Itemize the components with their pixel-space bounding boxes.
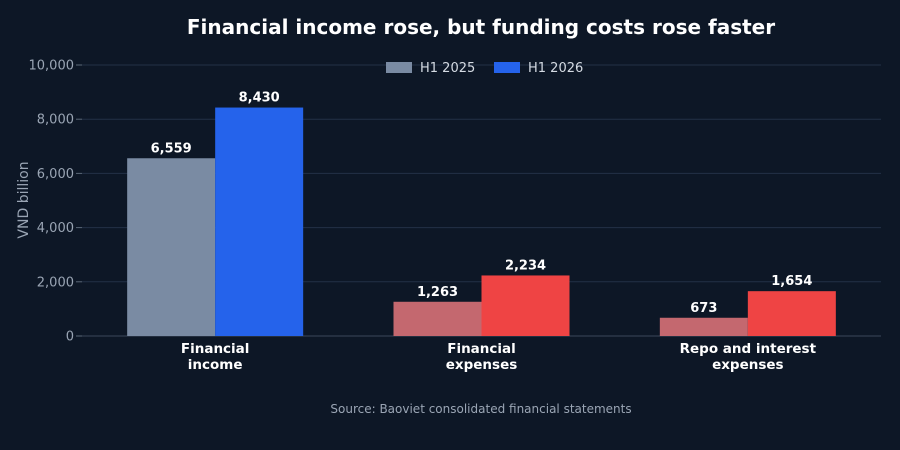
bar-value-label: 1,263 [417,285,458,300]
data-labels: 6,559 8,430 1,263 2,234 673 1,654 [151,91,813,316]
source-note: Source: Baoviet consolidated financial s… [330,402,631,416]
category-label: expenses [712,357,784,373]
bar-value-label: 6,559 [151,141,192,156]
y-axis-label: VND billion [16,161,32,238]
y-tick-label: 2,000 [37,275,74,290]
y-tick-label: 10,000 [29,59,75,74]
bar-h1-2025 [393,301,482,336]
bar-h1-2026 [747,291,836,336]
category-label: Repo and interest [680,341,817,357]
y-tick-label: 4,000 [37,221,74,236]
category-label: Financial [447,341,516,357]
legend-swatch [494,62,520,73]
bar-value-label: 2,234 [505,258,546,273]
bar-value-label: 1,654 [771,274,812,289]
chart-title: Financial income rose, but funding costs… [187,15,775,39]
y-tick-label: 0 [66,330,74,345]
bar-value-label: 673 [690,301,717,316]
category-label: Financial [181,341,250,357]
bar-h1-2025 [127,158,216,336]
legend-label: H1 2026 [528,61,583,76]
bar-h1-2026 [481,275,570,336]
bar-value-label: 8,430 [239,91,280,106]
y-axis-ticks: 0 2,000 4,000 6,000 8,000 10,000 [29,59,82,345]
bar-h1-2026 [215,107,304,336]
legend-swatch [386,62,412,73]
y-tick-label: 8,000 [37,113,74,128]
category-label: expenses [446,357,518,373]
y-tick-label: 6,000 [37,167,74,182]
legend-label: H1 2025 [420,61,475,76]
legend: H1 2025 H1 2026 [386,61,583,76]
category-label: income [188,357,243,373]
bar-h1-2025 [659,317,748,336]
bars [127,107,836,336]
